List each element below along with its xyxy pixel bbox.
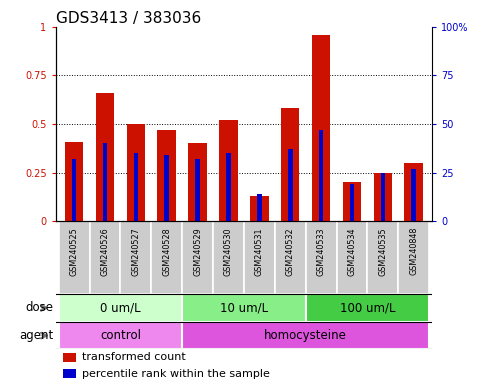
Bar (182, 322, 429, 349)
Text: GSM240527: GSM240527 (131, 227, 141, 276)
Bar (58, 221, 89, 294)
Bar (182, 221, 213, 294)
Bar (281, 109, 299, 221)
Text: dose: dose (25, 301, 53, 314)
Bar (368, 221, 398, 294)
Bar (398, 221, 429, 294)
Bar (103, 144, 107, 221)
Bar (337, 221, 368, 294)
Bar (182, 294, 306, 322)
Text: GSM240533: GSM240533 (317, 227, 326, 276)
Text: 10 um/L: 10 um/L (220, 301, 268, 314)
Text: transformed count: transformed count (82, 352, 185, 362)
Bar (127, 124, 145, 221)
Text: GSM240528: GSM240528 (162, 227, 171, 276)
Bar (343, 182, 361, 221)
Text: GSM240535: GSM240535 (378, 227, 387, 276)
Bar (120, 221, 151, 294)
Bar (226, 153, 231, 221)
Bar (244, 221, 275, 294)
Bar (63, 353, 76, 362)
Text: GSM240532: GSM240532 (286, 227, 295, 276)
Bar (164, 155, 169, 221)
Bar (65, 142, 84, 221)
Text: agent: agent (19, 329, 53, 342)
Text: GSM240525: GSM240525 (70, 227, 79, 276)
Bar (213, 221, 244, 294)
Bar (151, 221, 182, 294)
Bar (312, 35, 330, 221)
Text: percentile rank within the sample: percentile rank within the sample (82, 369, 270, 379)
Text: GSM240529: GSM240529 (193, 227, 202, 276)
Bar (374, 173, 392, 221)
Bar (288, 149, 293, 221)
Bar (381, 173, 385, 221)
Bar (404, 163, 423, 221)
Bar (89, 221, 120, 294)
Bar (250, 196, 269, 221)
Bar (72, 159, 76, 221)
Bar (188, 144, 207, 221)
Text: GSM240526: GSM240526 (100, 227, 110, 276)
Bar (157, 130, 176, 221)
Bar (63, 369, 76, 378)
Text: GSM240531: GSM240531 (255, 227, 264, 276)
Bar (195, 159, 200, 221)
Bar (133, 153, 138, 221)
Text: 0 um/L: 0 um/L (100, 301, 141, 314)
Bar (412, 169, 416, 221)
Text: homocysteine: homocysteine (264, 329, 347, 342)
Bar (319, 130, 324, 221)
Text: 100 um/L: 100 um/L (340, 301, 395, 314)
Bar (58, 322, 182, 349)
Bar (96, 93, 114, 221)
Bar (306, 294, 429, 322)
Text: GDS3413 / 383036: GDS3413 / 383036 (56, 11, 201, 26)
Bar (219, 120, 238, 221)
Bar (350, 184, 355, 221)
Bar (58, 294, 182, 322)
Text: control: control (100, 329, 141, 342)
Bar (275, 221, 306, 294)
Text: GSM240534: GSM240534 (347, 227, 356, 276)
Bar (257, 194, 262, 221)
Text: GSM240530: GSM240530 (224, 227, 233, 276)
Bar (306, 221, 337, 294)
Text: GSM240848: GSM240848 (409, 227, 418, 275)
